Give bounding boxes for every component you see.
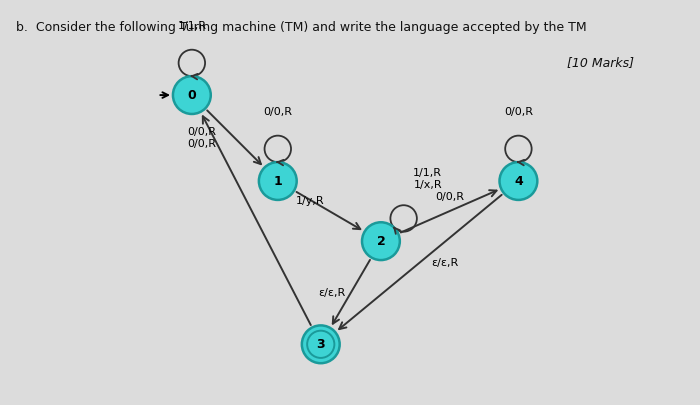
Text: 1/1,R: 1/1,R xyxy=(177,21,206,31)
Text: 1: 1 xyxy=(274,175,282,188)
Text: 3: 3 xyxy=(316,338,325,351)
Text: ε/ε,R: ε/ε,R xyxy=(432,258,459,268)
Text: 1/1,R
1/x,R: 1/1,R 1/x,R xyxy=(413,168,442,190)
Text: 2: 2 xyxy=(377,234,385,248)
Text: 0/0,R: 0/0,R xyxy=(263,107,293,117)
Text: 4: 4 xyxy=(514,175,523,188)
Circle shape xyxy=(500,162,538,200)
Text: [10 Marks]: [10 Marks] xyxy=(568,55,634,68)
Text: 0/0,R: 0/0,R xyxy=(504,107,533,117)
Circle shape xyxy=(259,162,297,200)
Text: 0/0,R
0/0,R: 0/0,R 0/0,R xyxy=(188,127,217,149)
Text: 1/y,R: 1/y,R xyxy=(296,196,325,206)
Text: ε/ε,R: ε/ε,R xyxy=(318,288,346,298)
Circle shape xyxy=(362,222,400,260)
Text: 0/0,R: 0/0,R xyxy=(435,192,464,202)
Text: b.  Consider the following Turing machine (TM) and write the language accepted b: b. Consider the following Turing machine… xyxy=(15,21,587,34)
Circle shape xyxy=(302,325,340,363)
Text: 0: 0 xyxy=(188,89,196,102)
Circle shape xyxy=(173,76,211,114)
